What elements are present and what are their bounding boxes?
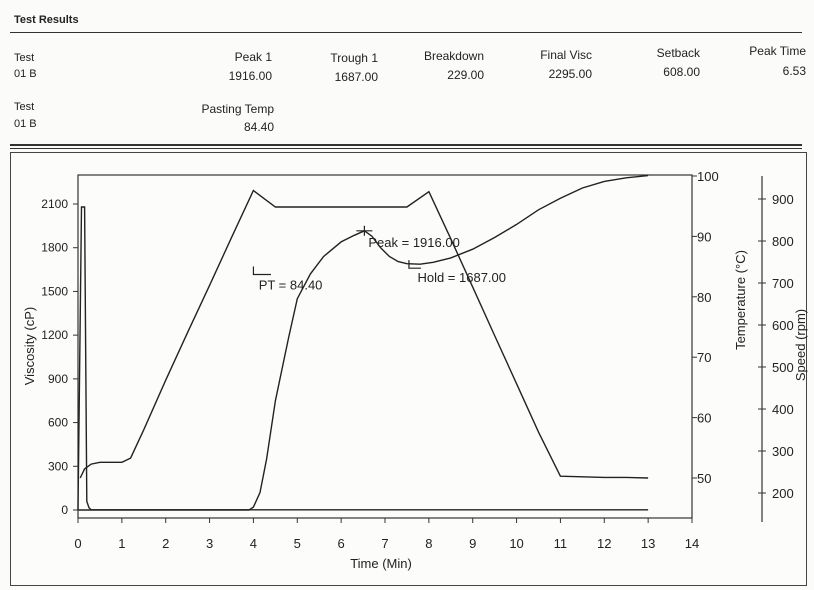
peak-value: 1916.00 <box>228 69 272 83</box>
x-tick-label: 5 <box>294 536 301 551</box>
peak-marker <box>356 225 373 236</box>
pt-marker <box>252 266 271 276</box>
y-left-tick-label: 600 <box>48 416 68 430</box>
x-tick-label: 2 <box>162 536 169 551</box>
temp-tick-label: 100 <box>697 169 719 184</box>
temp-axis-label: Temperature (°C) <box>733 250 748 350</box>
breakdown-value: 229.00 <box>447 68 484 82</box>
temp-tick-label: 90 <box>697 229 711 244</box>
trough-label: Trough 1 <box>330 51 378 65</box>
results-title: Test Results <box>14 14 79 26</box>
breakdown-label: Breakdown <box>423 49 484 63</box>
x-tick-label: 10 <box>509 536 523 551</box>
speed-tick-label: 200 <box>772 486 794 501</box>
temp-tick-label: 70 <box>697 350 711 365</box>
speed-tick-label: 600 <box>772 318 794 333</box>
test-value-2: 01 B <box>14 118 37 130</box>
pasting-temp-label: Pasting Temp <box>201 102 275 116</box>
setback-label: Setback <box>656 46 700 60</box>
speed-axis-label: Speed (rpm) <box>793 309 808 381</box>
peak-annotation: Peak = 1916.00 <box>368 235 459 250</box>
trough-value: 1687.00 <box>334 70 378 84</box>
x-tick-label: 1 <box>118 536 125 551</box>
x-tick-label: 11 <box>554 536 568 551</box>
temp-tick-label: 60 <box>697 411 711 426</box>
y-left-tick-label: 0 <box>61 503 68 517</box>
y-left-tick-label: 1800 <box>41 241 68 255</box>
x-tick-label: 3 <box>206 536 213 551</box>
speed-tick-label: 500 <box>772 360 794 375</box>
hold-annotation: Hold = 1687.00 <box>417 270 506 285</box>
speed-tick-label: 700 <box>772 276 794 291</box>
x-tick-label: 0 <box>74 536 81 551</box>
plot-area <box>77 174 693 519</box>
x-tick-label: 9 <box>469 536 476 551</box>
pt-annotation: PT = 84.40 <box>259 277 323 292</box>
peak-time-value: 6.53 <box>782 64 806 78</box>
speed-tick-label: 800 <box>772 234 794 249</box>
temp-tick-label: 80 <box>697 290 711 305</box>
temp-tick-label: 50 <box>697 471 711 486</box>
x-tick-label: 7 <box>381 536 388 551</box>
speed-tick-label: 900 <box>772 192 794 207</box>
temperature-line <box>79 189 649 479</box>
x-tick-label: 6 <box>338 536 345 551</box>
y-left-tick-label: 300 <box>48 459 68 473</box>
test-label-1: Test <box>14 52 35 64</box>
hold-marker <box>408 260 421 269</box>
test-value-1: 01 B <box>14 68 37 80</box>
peak-time-label: Peak Time <box>749 44 806 58</box>
x-tick-label: 14 <box>685 536 699 551</box>
speed-tick-label: 400 <box>772 402 794 417</box>
speed-tick-label: 300 <box>772 444 794 459</box>
y-left-tick-label: 2100 <box>41 197 68 211</box>
y-left-tick-label: 1200 <box>41 328 68 342</box>
peak-label: Peak 1 <box>234 50 272 64</box>
test-label-2: Test <box>14 101 35 113</box>
x-tick-label: 4 <box>250 536 257 551</box>
pasting-temp-value: 84.40 <box>243 120 274 134</box>
speed-line <box>77 206 649 511</box>
y-left-tick-label: 900 <box>48 372 68 386</box>
x-axis-label: Time (Min) <box>350 556 412 571</box>
y-left-axis-label: Viscosity (cP) <box>22 307 37 386</box>
header-bottom-rule <box>10 144 802 146</box>
header-bottom-rule-2 <box>10 148 802 149</box>
viscosity-line <box>78 174 649 511</box>
y-left-tick-label: 1500 <box>41 284 68 298</box>
setback-value: 608.00 <box>663 65 700 79</box>
x-tick-label: 12 <box>597 536 611 551</box>
header-top-rule <box>10 32 802 33</box>
x-tick-label: 8 <box>425 536 432 551</box>
final-visc-label: Final Visc <box>540 48 592 62</box>
x-tick-label: 13 <box>641 536 655 551</box>
chart-frame <box>10 152 807 586</box>
final-visc-value: 2295.00 <box>548 67 592 81</box>
